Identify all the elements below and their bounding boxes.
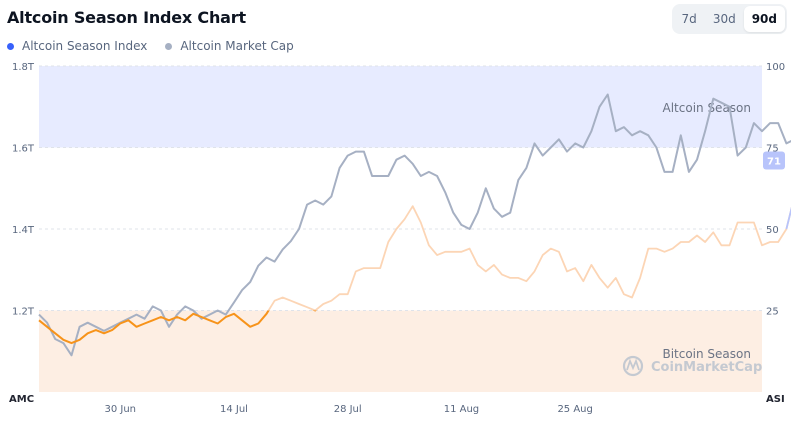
watermark-text: CoinMarketCap <box>651 360 762 375</box>
legend-dot-icon <box>165 42 173 50</box>
altcoin-season-label: Altcoin Season <box>663 101 752 115</box>
legend-dot-icon <box>7 42 14 50</box>
range-7d-button[interactable]: 7d <box>681 12 697 26</box>
y-left-tick-label: 1.8T <box>12 62 35 73</box>
altcoin-season-zone <box>39 66 762 148</box>
legend-label: Altcoin Market Cap <box>180 39 294 53</box>
y-left-tick-label: 1.4T <box>12 225 35 236</box>
x-tick-label: 28 Jul <box>334 404 362 415</box>
asi-line-neutral <box>267 205 791 311</box>
legend-label: Altcoin Season Index <box>22 39 148 53</box>
y-left-tick-label: 1.6T <box>12 144 35 155</box>
asi-line-recent <box>785 206 791 230</box>
chart-legend: Altcoin Season Index Altcoin Market Cap <box>7 39 312 53</box>
y-left-axis-label: AMC <box>9 394 34 405</box>
bitcoin-season-label: Bitcoin Season <box>662 347 751 361</box>
asi-line-bitcoin-season <box>38 310 317 345</box>
coinmarketcap-logo-mark <box>626 358 640 371</box>
current-value-badge <box>763 151 785 170</box>
amc-line <box>38 93 791 357</box>
y-right-tick-label: 100 <box>766 62 785 73</box>
bitcoin-season-zone <box>39 310 762 392</box>
x-tick-label: 14 Jul <box>220 404 248 415</box>
y-right-tick-label: 75 <box>766 144 779 155</box>
y-left-tick-label: 1.2T <box>12 307 35 318</box>
y-right-tick-label: 25 <box>766 307 779 318</box>
coinmarketcap-logo: CoinMarketCap <box>622 355 762 377</box>
x-tick-label: 30 Jun <box>104 404 136 415</box>
coinmarketcap-logo-icon <box>622 355 644 377</box>
x-tick-label: 11 Aug <box>444 404 479 415</box>
range-30d-button[interactable]: 30d <box>712 12 736 26</box>
legend-item-altcoin-market-cap[interactable]: Altcoin Market Cap <box>165 39 294 53</box>
y-right-axis-label: ASI <box>766 394 785 405</box>
current-value-text: 71 <box>767 157 781 168</box>
y-right-tick-label: 50 <box>766 225 779 236</box>
page-title: Altcoin Season Index Chart <box>7 8 246 27</box>
x-tick-label: 25 Aug <box>557 404 592 415</box>
time-range-selector: 7d 30d 90d <box>671 4 787 34</box>
range-90d-button[interactable]: 90d <box>743 6 785 32</box>
legend-item-altcoin-season-index[interactable]: Altcoin Season Index <box>7 39 147 53</box>
